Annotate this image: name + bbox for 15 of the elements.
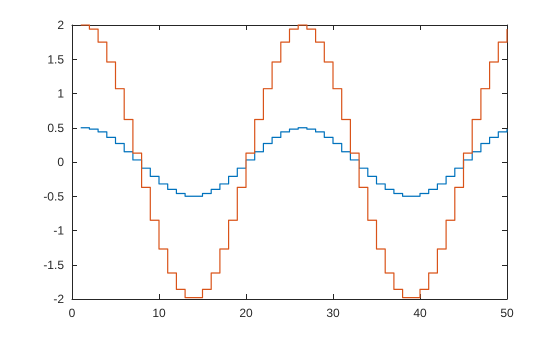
y-tick-label: 0.5 [47, 120, 64, 135]
x-tick-label: 20 [239, 306, 253, 320]
y-tick-label: 2 [57, 18, 64, 32]
x-tick-label: 0 [68, 306, 76, 320]
y-tick-label: 0 [57, 155, 64, 169]
y-tick-label: 1 [57, 86, 64, 100]
y-tick-label: 1.5 [47, 52, 64, 66]
y-tick-label: -1.5 [43, 258, 64, 272]
x-tick-label: 10 [152, 306, 166, 320]
y-tick-label: -1 [53, 224, 64, 238]
y-tick-label: -2 [53, 292, 64, 306]
x-tick-label: 40 [413, 306, 427, 320]
x-tick-label: 30 [326, 306, 340, 320]
x-tick-label: 50 [500, 306, 514, 320]
y-tick-label: -0.5 [43, 189, 64, 204]
